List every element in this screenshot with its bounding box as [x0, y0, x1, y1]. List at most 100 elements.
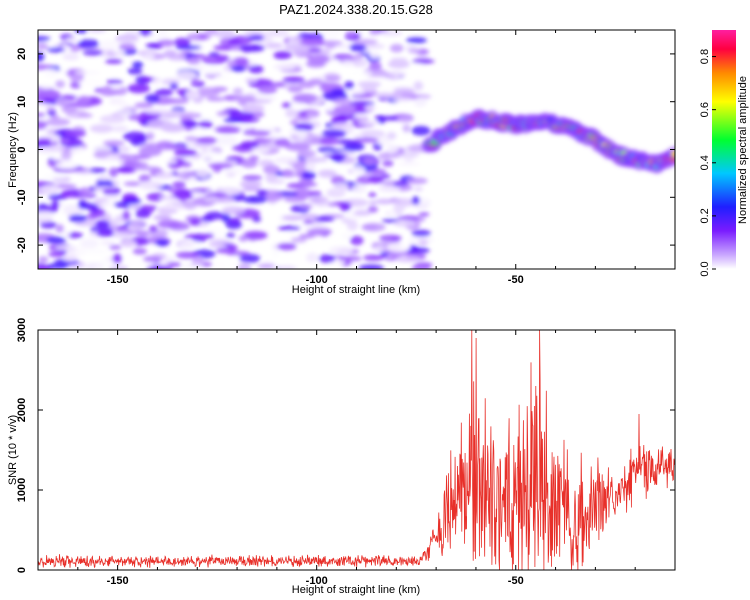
heatmap-noise-cell	[99, 39, 119, 50]
heatmap-noise-cell	[197, 115, 217, 121]
heatmap-noise-cell	[277, 243, 297, 251]
heatmap-noise-cell	[208, 162, 234, 169]
heatmap-noise-cell	[367, 175, 383, 183]
heatmap-noise-cell	[106, 79, 123, 85]
heatmap-noise-cell	[256, 95, 278, 101]
heatmap-noise-cell	[39, 83, 56, 89]
heatmap-noise-cell	[346, 70, 373, 77]
heatmap-noise-cell	[307, 228, 333, 236]
heatmap-noise-cell	[386, 144, 399, 154]
heatmap-noise-cell	[271, 249, 280, 258]
heatmap-noise-cell	[135, 209, 151, 219]
heatmap-noise-cell	[339, 201, 351, 212]
heatmap-noise-cell	[353, 112, 371, 119]
colorbar-tick-label: 0.0	[699, 261, 711, 276]
heatmap-noise-cell	[208, 52, 220, 57]
heatmap-noise-cell	[319, 137, 340, 146]
snr-x-axis-label: Height of straight line (km)	[292, 584, 420, 596]
x-tick-label: -50	[508, 274, 524, 286]
heatmap-noise-cell	[138, 180, 163, 190]
heatmap-noise-cell	[397, 116, 414, 123]
heatmap-noise-cell	[363, 254, 385, 261]
heatmap-noise-cell	[89, 167, 107, 173]
heatmap-noise-cell	[182, 120, 198, 128]
colorbar-tick-label: 0.8	[699, 49, 711, 64]
heatmap-noise-cell	[69, 47, 80, 53]
heatmap-noise-cell	[307, 54, 330, 64]
heatmap-noise-cell	[237, 262, 252, 269]
heatmap-noise-cell	[262, 38, 274, 44]
heatmap-noise-cell	[322, 30, 342, 38]
snr-y-axis-label: SNR (10 * v/v)	[7, 415, 19, 485]
heatmap-noise-cell	[357, 120, 380, 125]
heatmap-noise-cell	[94, 150, 109, 159]
heatmap-noise-cell	[99, 174, 109, 181]
heatmap-noise-cell	[364, 43, 386, 49]
snr-line	[38, 330, 675, 570]
heatmap-noise-cell	[38, 36, 51, 42]
heatmap-noise-cell	[403, 156, 414, 163]
heatmap-noise-cell	[189, 218, 201, 226]
heatmap-noise-cell	[243, 231, 268, 240]
heatmap-noise-cell	[191, 233, 208, 243]
heatmap-noise-cell	[59, 137, 70, 143]
heatmap-noise-cell	[257, 264, 276, 269]
heatmap-noise-cell	[61, 106, 78, 113]
heatmap-noise-cell	[251, 146, 271, 153]
heatmap-noise-cell	[158, 30, 168, 36]
heatmap-noise-cell	[174, 148, 197, 157]
heatmap-noise-cell	[293, 123, 315, 131]
heatmap-noise-cell	[44, 68, 59, 78]
heatmap-noise-cell	[111, 125, 129, 132]
heatmap-noise-cell	[348, 101, 375, 107]
heatmap-noise-cell	[411, 264, 431, 269]
heatmap-noise-cell	[82, 50, 103, 56]
heatmap-noise-cell	[193, 64, 205, 71]
heatmap-noise-cell	[239, 254, 261, 263]
heatmap-noise-cell	[239, 180, 262, 188]
heatmap-noise-cell	[199, 151, 223, 161]
heatmap-noise-cell	[282, 76, 305, 84]
heatmap-noise-cell	[281, 215, 304, 221]
heatmap-noise-cell	[254, 138, 272, 144]
heatmap-noise-cell	[304, 157, 328, 164]
heatmap-noise-cell	[298, 213, 320, 220]
heatmap-noise-cell	[169, 82, 179, 90]
heatmap-noise-cell	[309, 191, 322, 197]
heatmap-noise-cell	[322, 76, 341, 82]
heatmap-noise-cell	[105, 59, 123, 64]
heatmap-noise-cell	[225, 251, 250, 256]
heatmap-noise-cell	[219, 137, 229, 145]
heatmap-noise-cell	[113, 49, 126, 54]
heatmap-noise-cell	[349, 43, 367, 52]
heatmap-noise-cell	[367, 206, 379, 213]
heatmap-noise-cell	[309, 78, 323, 84]
heatmap-noise-cell	[296, 130, 308, 140]
heatmap-noise-cell	[191, 78, 200, 85]
heatmap-noise-cell	[382, 160, 394, 167]
heatmap-noise-cell	[299, 204, 311, 210]
heatmap-noise-cell	[411, 125, 431, 136]
heatmap-noise-cell	[341, 232, 352, 240]
heatmap-noise-cell	[273, 63, 296, 71]
heatmap-noise-cell	[89, 205, 100, 213]
heatmap-noise-cell	[127, 154, 152, 160]
heatmap-noise-cell	[344, 81, 355, 90]
heatmap-noise-cell	[117, 146, 130, 153]
heatmap-noise-cell	[272, 130, 286, 139]
heatmap-noise-cell	[375, 136, 392, 146]
heatmap-noise-cell	[353, 137, 379, 143]
heatmap-noise-cell	[378, 115, 399, 121]
heatmap-noise-cell	[145, 42, 162, 49]
heatmap-noise-cell	[339, 105, 356, 116]
heatmap-noise-cell	[134, 161, 148, 168]
heatmap-noise-cell	[51, 154, 61, 161]
heatmap-noise-cell	[241, 104, 265, 113]
heatmap-noise-cell	[55, 245, 76, 250]
heatmap-noise-cell	[74, 70, 101, 75]
heatmap-noise-cell	[238, 235, 249, 242]
heatmap-noise-cell	[318, 254, 336, 263]
heatmap-noise-cell	[132, 61, 144, 69]
heatmap-noise-cell	[362, 84, 377, 93]
